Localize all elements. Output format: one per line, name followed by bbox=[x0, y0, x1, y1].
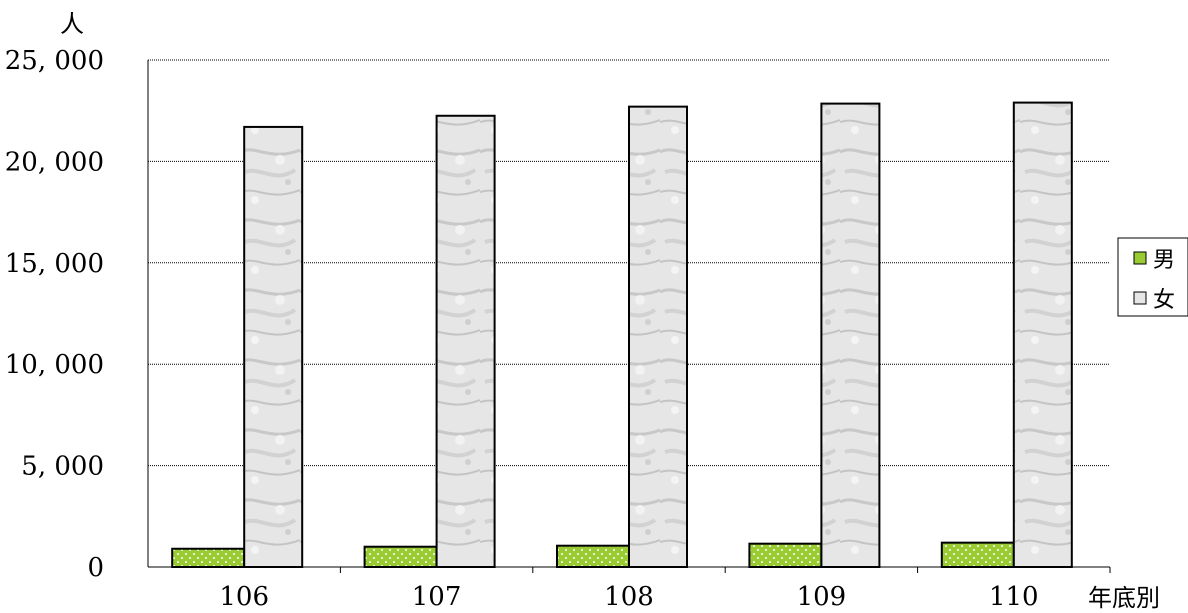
x-tick-label: 106 bbox=[219, 582, 269, 612]
y-tick-labels: 0 5, 000 10, 000 15, 000 20, 000 25, 000 bbox=[5, 46, 104, 583]
bar-male bbox=[940, 541, 1015, 569]
legend-swatch-female bbox=[1133, 291, 1147, 305]
y-tick-label: 5, 000 bbox=[21, 452, 104, 482]
x-tick-label: 108 bbox=[604, 582, 654, 612]
legend-swatch-male bbox=[1133, 251, 1147, 265]
legend: 男 女 bbox=[1117, 237, 1188, 317]
bar-female bbox=[1012, 101, 1073, 568]
bar-female bbox=[243, 125, 304, 568]
bar-female bbox=[435, 114, 496, 569]
x-tick-label: 109 bbox=[797, 582, 847, 612]
bar-female bbox=[820, 102, 881, 569]
bar-male bbox=[556, 544, 630, 568]
legend-box bbox=[1117, 237, 1188, 317]
y-tick-label: 10, 000 bbox=[5, 350, 104, 380]
bars bbox=[171, 101, 1073, 569]
y-tick-label: 25, 000 bbox=[5, 46, 104, 76]
x-tick-label: 110 bbox=[989, 582, 1039, 612]
y-axis-unit-label: 人 bbox=[60, 10, 84, 38]
x-tick-labels: 106 107 108 109 110 bbox=[219, 567, 1111, 612]
y-tick-label: 20, 000 bbox=[5, 147, 104, 177]
legend-label-female: 女 bbox=[1153, 288, 1175, 313]
bar-female bbox=[628, 105, 688, 568]
y-tick-label: 15, 000 bbox=[5, 249, 104, 279]
x-axis-label: 年底別 bbox=[1088, 584, 1160, 612]
y-tick-label: 0 bbox=[87, 553, 104, 583]
x-tick-label: 107 bbox=[412, 582, 462, 612]
legend-label-male: 男 bbox=[1153, 248, 1175, 273]
bar-male bbox=[748, 542, 823, 568]
bar-male bbox=[171, 547, 246, 568]
bar-male bbox=[363, 545, 438, 568]
